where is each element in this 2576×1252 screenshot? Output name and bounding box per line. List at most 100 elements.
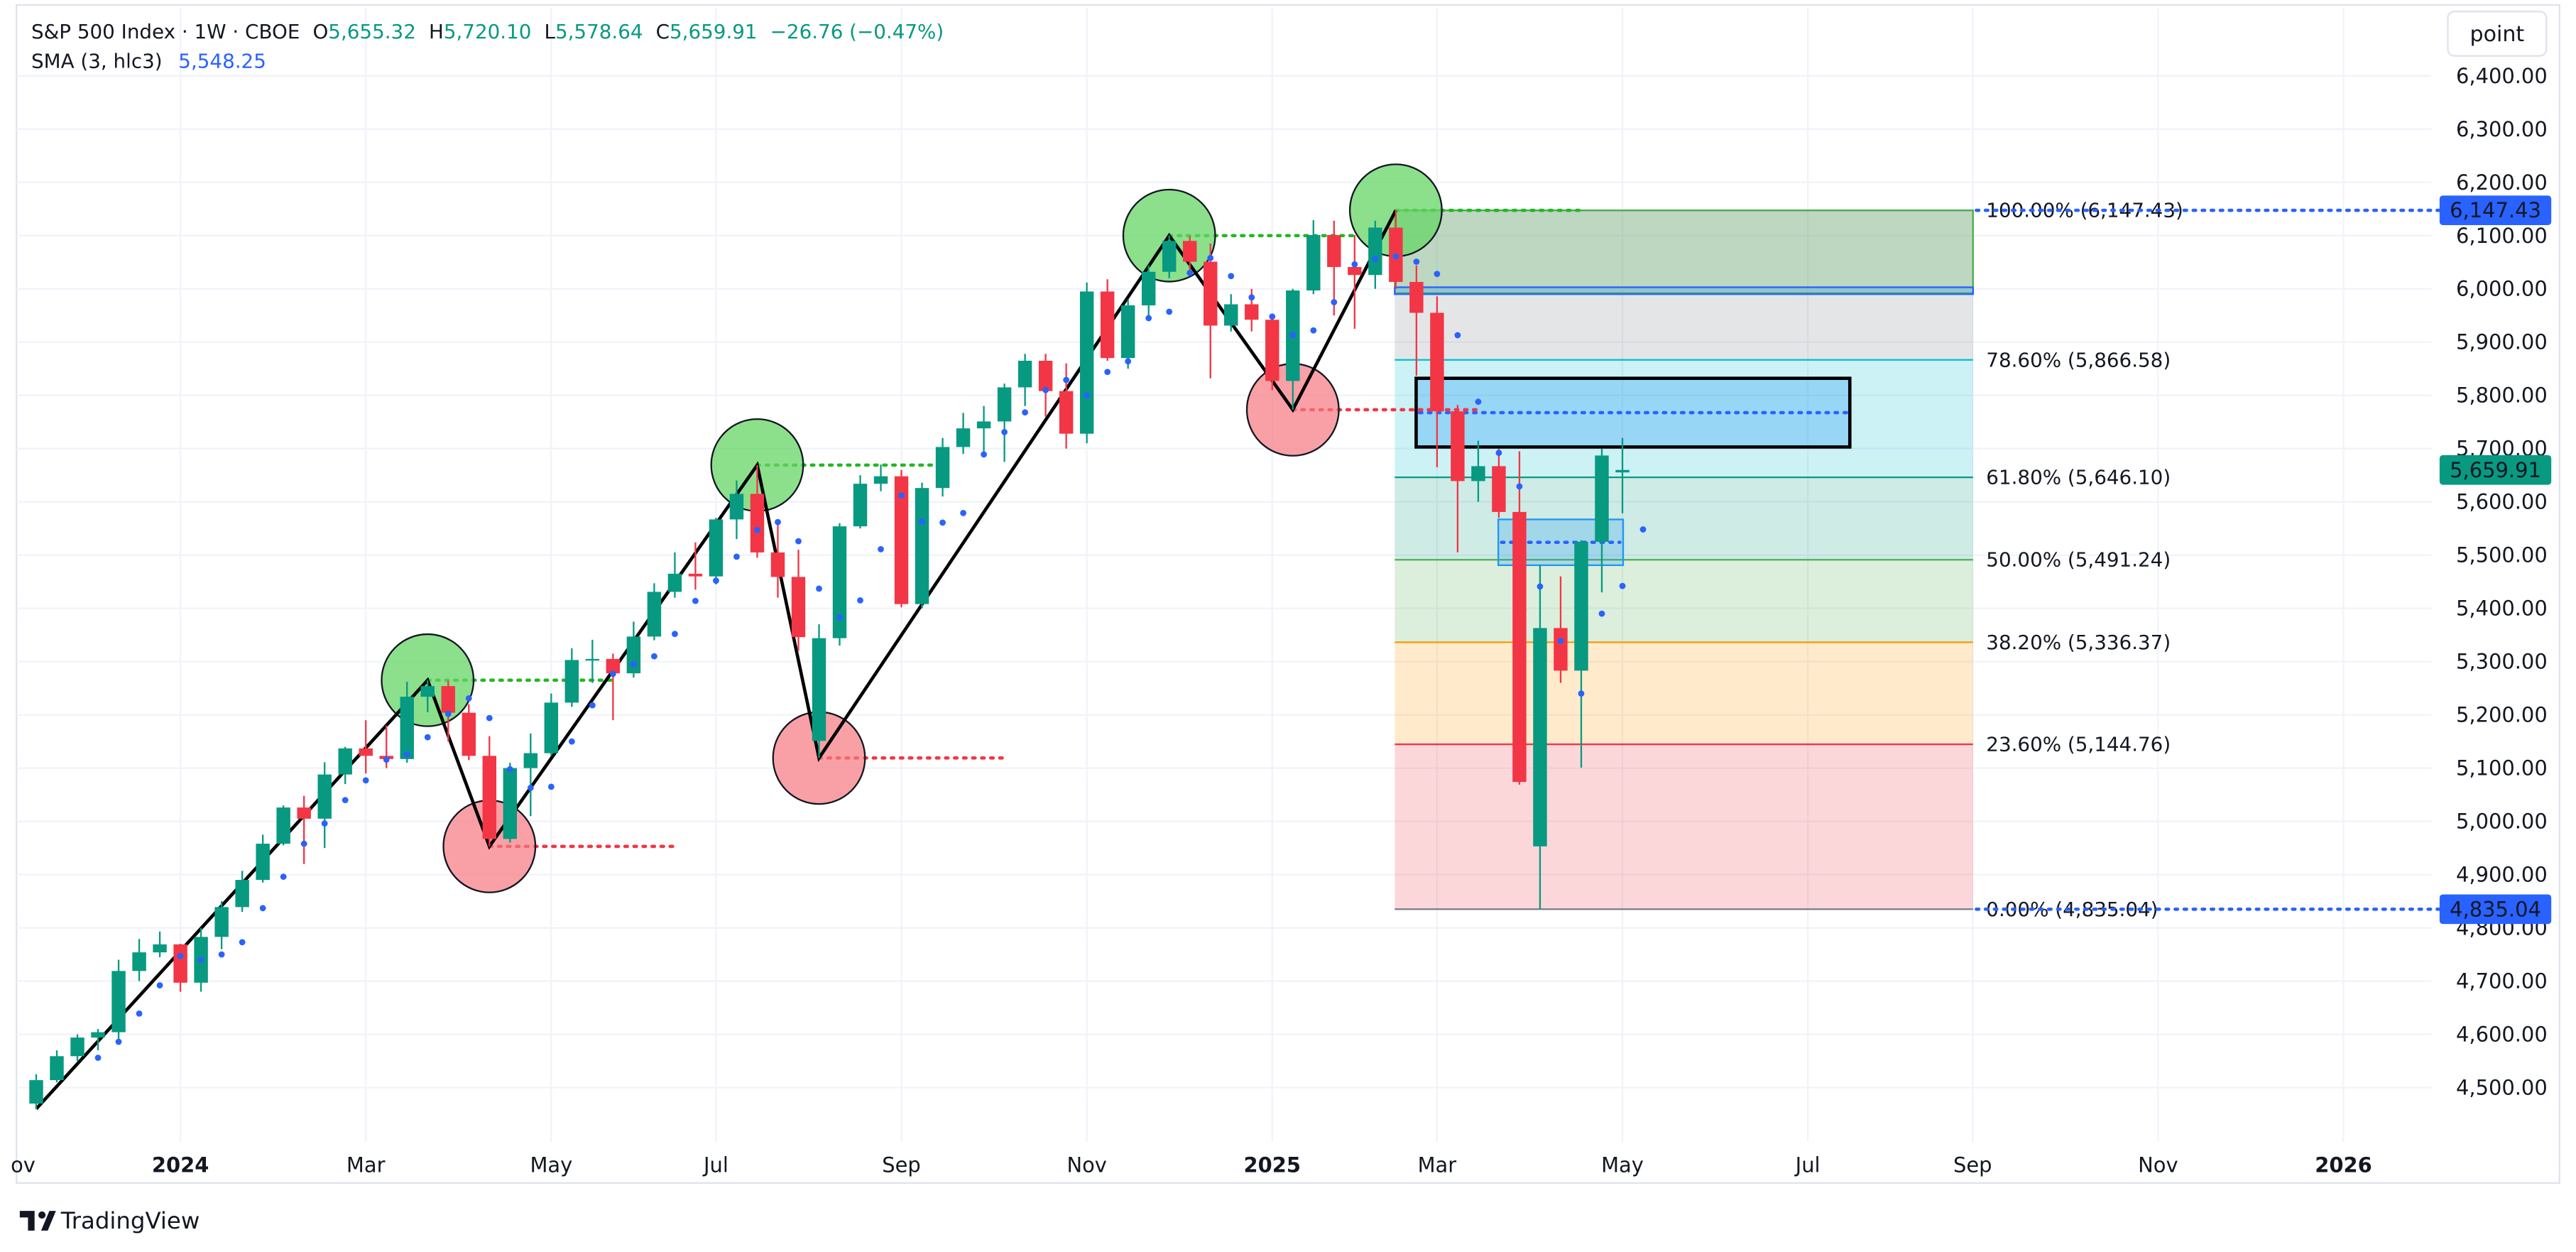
fib-label: 61.80% (5,646.10) (1986, 466, 2171, 489)
sma-dot (1310, 327, 1317, 334)
unit-button[interactable]: point (2447, 11, 2548, 57)
sma-dot (630, 660, 637, 668)
sma-dot (919, 518, 925, 525)
candle-body (359, 748, 373, 756)
fib-band (1395, 477, 1973, 560)
price-label: 4,835.04 (2450, 897, 2541, 921)
ohlc-key: L (544, 19, 555, 43)
candle-body (1368, 227, 1382, 276)
sma-dot (1125, 358, 1132, 365)
y-tick-label: 5,500.00 (2456, 543, 2548, 567)
x-tick-label: Jul (1794, 1153, 1821, 1177)
sma-dot (321, 820, 328, 827)
y-tick-label: 5,000.00 (2456, 810, 2548, 834)
sma-dot (1186, 269, 1194, 276)
fib-retracement: 100.00% (6,147.43)78.60% (5,866.58)61.80… (1395, 199, 2183, 921)
sma-dot (1516, 483, 1523, 490)
x-tick-label: Nov (2138, 1153, 2178, 1177)
candle-body (29, 1080, 43, 1104)
sma-dot (1557, 637, 1564, 644)
candle-body (91, 1032, 105, 1038)
sma-dot (1619, 582, 1626, 589)
sma-dot (527, 784, 534, 791)
candle-body (1204, 261, 1218, 326)
sma-dot (1001, 429, 1008, 435)
candle-body (1492, 466, 1506, 512)
sma-dot (1454, 332, 1461, 339)
sma-dot (547, 783, 555, 790)
sma-dot (589, 702, 596, 709)
y-tick-label: 6,100.00 (2456, 224, 2548, 248)
candle-body (1615, 469, 1630, 473)
y-tick-label: 5,200.00 (2456, 703, 2548, 727)
x-tick-label: Jul (702, 1153, 728, 1177)
sma-dot (1228, 273, 1235, 280)
unit-button-bg[interactable] (2447, 11, 2548, 57)
candle-body (1100, 291, 1115, 359)
sma-dot (1207, 254, 1214, 261)
sma-dot (239, 939, 246, 946)
y-tick-label: 4,900.00 (2456, 863, 2548, 887)
brand-logo-dot[interactable] (38, 1211, 46, 1219)
candle-body (791, 577, 806, 638)
candle-body (544, 702, 559, 753)
y-tick-label: 6,400.00 (2456, 64, 2548, 88)
sma-dot (1372, 256, 1379, 263)
symbol: S&P 500 Index · 1W · CBOE (31, 19, 300, 43)
unit-button-label[interactable]: point (2470, 22, 2525, 47)
sma-dot (939, 519, 946, 526)
sma-dot (1248, 294, 1255, 301)
ohlc-key: C (656, 19, 670, 43)
candle-body (709, 519, 724, 577)
candle-body (1554, 628, 1568, 671)
candle-body (750, 494, 765, 552)
candle-body (1224, 304, 1238, 326)
brand-name[interactable]: TradingView (60, 1207, 200, 1234)
candle-body (585, 658, 600, 661)
sma-dot (1042, 386, 1049, 393)
candle-body (1017, 360, 1032, 388)
candle-body (214, 907, 229, 937)
price-label-bg (2439, 454, 2552, 485)
sma-dot (444, 710, 452, 717)
legend-header: S&P 500 Index · 1W · CBOE O5,655.32 H5,7… (31, 19, 944, 43)
sma-dot (816, 585, 822, 592)
candle-body (1120, 305, 1135, 359)
fib-label: 38.20% (5,336.37) (1986, 631, 2171, 654)
sma-dot (342, 797, 349, 803)
sma-dot (1351, 261, 1358, 268)
sma-dot (836, 614, 843, 621)
sma-dot (1392, 253, 1399, 260)
candles (29, 210, 1647, 1109)
sma-dot (280, 873, 287, 880)
sma-dot (197, 957, 204, 963)
brand[interactable]: TradingView (19, 1207, 200, 1234)
fib-band (1395, 210, 1973, 360)
sma-dot (650, 653, 657, 660)
ohlc-value: 5,655.32 (328, 19, 416, 43)
ohlc-value: 5,659.91 (670, 19, 758, 43)
sma-dot (609, 670, 616, 677)
fib-label: 50.00% (5,491.24) (1986, 548, 2171, 572)
sma-dot (981, 451, 988, 458)
y-tick-label: 4,700.00 (2456, 969, 2548, 994)
sma-dot (795, 538, 802, 545)
fib-band (1395, 560, 1973, 643)
candle-body (606, 658, 621, 674)
candle-body (1245, 304, 1259, 320)
candle-body (297, 807, 311, 819)
zone (1394, 209, 1974, 294)
candle-body (626, 636, 641, 674)
brand-logo[interactable] (19, 1211, 56, 1231)
y-tick-label: 5,600.00 (2456, 490, 2548, 514)
candle-body (1162, 241, 1177, 272)
axes: 4,500.004,600.004,700.004,800.004,900.00… (11, 64, 2552, 1177)
y-tick-label: 6,200.00 (2456, 170, 2548, 195)
sma-dot (156, 982, 163, 989)
sma-dot (692, 597, 699, 604)
candle-body (915, 488, 929, 604)
candle-body (976, 421, 991, 429)
sma-dot (177, 952, 184, 959)
sma-dot (1495, 450, 1502, 457)
